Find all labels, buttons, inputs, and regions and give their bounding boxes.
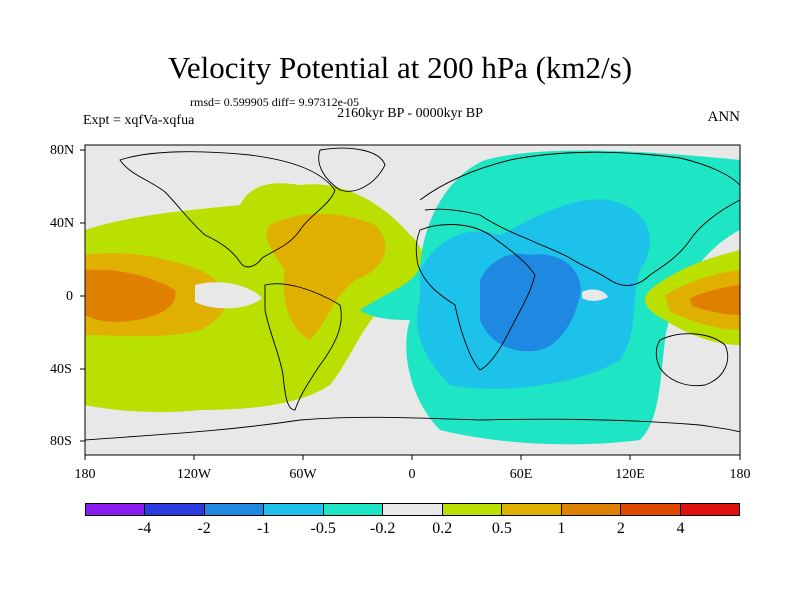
colorbar-swatch <box>383 504 443 515</box>
coast-africa <box>415 224 536 371</box>
coast-north-america <box>119 151 336 268</box>
colorbar-swatch <box>323 504 384 515</box>
coast-antarctica <box>85 416 740 441</box>
colorbar-swatch <box>502 504 562 515</box>
period-label: 2160kyr BP - 0000kyr BP <box>337 106 483 121</box>
map-ticks <box>80 149 741 460</box>
colorbar-label: -0.5 <box>310 520 336 537</box>
lat-label-40s: 40S <box>50 362 72 377</box>
colorbar-label: 4 <box>676 520 685 537</box>
page-title: Velocity Potential at 200 hPa (km2/s) <box>167 50 633 85</box>
lon-label-60e: 60E <box>509 467 533 482</box>
lat-label-40n: 40N <box>50 216 75 231</box>
colorbar-swatch <box>621 504 681 515</box>
colorbar-swatch <box>264 504 324 515</box>
lon-label-120w: 120W <box>176 467 212 482</box>
lat-label-80s: 80S <box>50 434 72 449</box>
lon-label-180w: 180 <box>74 467 96 482</box>
lon-label-0: 0 <box>408 467 416 482</box>
coast-eurasia <box>419 151 740 286</box>
coastlines <box>85 147 740 441</box>
colorbar-swatch <box>680 504 739 515</box>
contour-field-positive <box>266 213 386 340</box>
colorbar-swatch <box>561 504 622 515</box>
colorbar-label: 0.5 <box>491 520 512 537</box>
coast-greenland <box>318 147 386 192</box>
stats-line: rmsd= 0.599905 diff= 9.97312e-05 <box>190 95 359 109</box>
contour-field-negative <box>480 253 581 352</box>
lon-label-180e: 180 <box>729 467 751 482</box>
colorbar-swatch <box>204 504 265 515</box>
colorbar-label: -4 <box>137 520 152 537</box>
contour-fields <box>85 147 740 445</box>
contour-field-neutral <box>195 282 262 309</box>
contour-field-neutral <box>582 289 608 301</box>
lon-label-60w: 60W <box>289 467 317 482</box>
colorbar-label: -2 <box>197 520 211 537</box>
colorbar-label: 0.2 <box>432 520 453 537</box>
colorbar <box>85 503 740 516</box>
experiment-label: Expt = xqfVa-xqfua <box>83 113 195 128</box>
season-label: ANN <box>707 109 741 125</box>
colorbar-label: -0.2 <box>370 520 396 537</box>
colorbar-label: 2 <box>616 520 625 537</box>
colorbar-swatch <box>86 504 146 515</box>
coast-australia <box>655 333 729 387</box>
colorbar-swatch <box>442 504 503 515</box>
colorbar-swatch <box>145 504 205 515</box>
lon-label-120e: 120E <box>615 467 645 482</box>
lat-label-0: 0 <box>66 289 73 304</box>
coast-south-america <box>264 283 342 411</box>
contour-field-positive <box>690 285 740 315</box>
colorbar-label: -1 <box>256 520 271 537</box>
contour-field-positive <box>85 269 176 322</box>
colorbar-label: 1 <box>557 520 566 537</box>
lat-label-80n: 80N <box>50 143 75 158</box>
